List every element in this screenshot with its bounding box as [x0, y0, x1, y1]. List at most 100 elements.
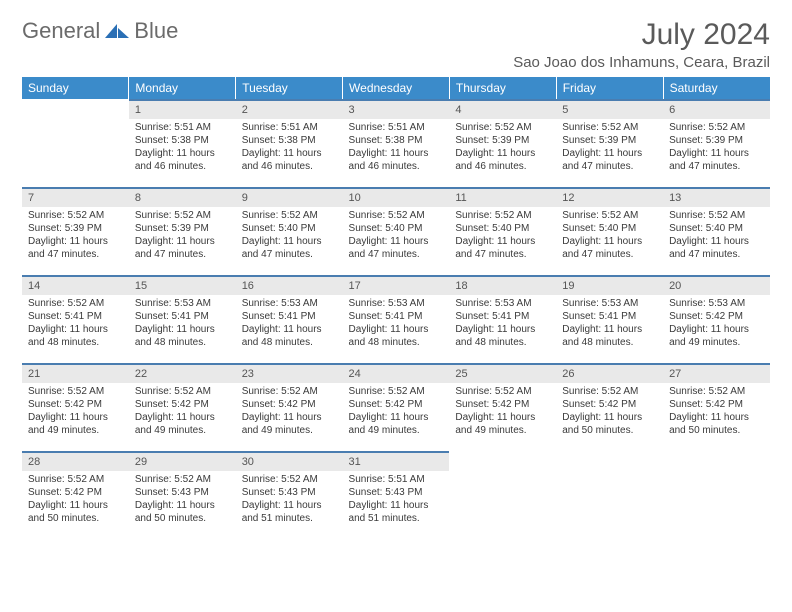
sunrise-label: Sunrise: 5:52 AM [135, 473, 230, 486]
day-number: 17 [343, 275, 450, 295]
day-number: 22 [129, 363, 236, 383]
daylight-label: Daylight: 11 hours and 46 minutes. [349, 147, 444, 173]
sail-icon [103, 22, 131, 40]
sunrise-label: Sunrise: 5:52 AM [349, 209, 444, 222]
daylight-label: Daylight: 11 hours and 48 minutes. [135, 323, 230, 349]
sunrise-label: Sunrise: 5:53 AM [455, 297, 550, 310]
day-body: Sunrise: 5:52 AMSunset: 5:43 PMDaylight:… [129, 471, 236, 527]
daylight-label: Daylight: 11 hours and 49 minutes. [28, 411, 123, 437]
weekday-header: Saturday [663, 77, 770, 99]
sunrise-label: Sunrise: 5:52 AM [562, 121, 657, 134]
calendar-cell: 19Sunrise: 5:53 AMSunset: 5:41 PMDayligh… [556, 275, 663, 363]
day-number: 26 [556, 363, 663, 383]
day-number: 2 [236, 99, 343, 119]
sunrise-label: Sunrise: 5:51 AM [135, 121, 230, 134]
calendar-cell: 23Sunrise: 5:52 AMSunset: 5:42 PMDayligh… [236, 363, 343, 451]
day-body: Sunrise: 5:51 AMSunset: 5:43 PMDaylight:… [343, 471, 450, 527]
daylight-label: Daylight: 11 hours and 49 minutes. [669, 323, 764, 349]
day-body: Sunrise: 5:52 AMSunset: 5:42 PMDaylight:… [343, 383, 450, 439]
daylight-label: Daylight: 11 hours and 46 minutes. [455, 147, 550, 173]
calendar-cell: 13Sunrise: 5:52 AMSunset: 5:40 PMDayligh… [663, 187, 770, 275]
sunrise-label: Sunrise: 5:51 AM [242, 121, 337, 134]
weekday-header: Monday [129, 77, 236, 99]
day-body: Sunrise: 5:51 AMSunset: 5:38 PMDaylight:… [236, 119, 343, 175]
calendar-cell: 6Sunrise: 5:52 AMSunset: 5:39 PMDaylight… [663, 99, 770, 187]
brand-logo: General Blue [22, 18, 178, 44]
day-number: 6 [663, 99, 770, 119]
sunset-label: Sunset: 5:39 PM [135, 222, 230, 235]
calendar-cell: 3Sunrise: 5:51 AMSunset: 5:38 PMDaylight… [343, 99, 450, 187]
sunset-label: Sunset: 5:39 PM [455, 134, 550, 147]
title-block: July 2024 Sao Joao dos Inhamuns, Ceara, … [513, 18, 770, 71]
daylight-label: Daylight: 11 hours and 48 minutes. [562, 323, 657, 349]
daylight-label: Daylight: 11 hours and 48 minutes. [242, 323, 337, 349]
day-number: 24 [343, 363, 450, 383]
day-body: Sunrise: 5:52 AMSunset: 5:40 PMDaylight:… [343, 207, 450, 263]
sunset-label: Sunset: 5:39 PM [28, 222, 123, 235]
daylight-label: Daylight: 11 hours and 51 minutes. [242, 499, 337, 525]
day-number: 10 [343, 187, 450, 207]
day-number: 13 [663, 187, 770, 207]
day-body: Sunrise: 5:52 AMSunset: 5:42 PMDaylight:… [449, 383, 556, 439]
day-number: 31 [343, 451, 450, 471]
sunset-label: Sunset: 5:41 PM [455, 310, 550, 323]
sunset-label: Sunset: 5:41 PM [562, 310, 657, 323]
daylight-label: Daylight: 11 hours and 47 minutes. [28, 235, 123, 261]
day-body: Sunrise: 5:52 AMSunset: 5:42 PMDaylight:… [663, 383, 770, 439]
sunset-label: Sunset: 5:42 PM [135, 398, 230, 411]
calendar-cell: 28Sunrise: 5:52 AMSunset: 5:42 PMDayligh… [22, 451, 129, 539]
day-number: 11 [449, 187, 556, 207]
day-body: Sunrise: 5:52 AMSunset: 5:39 PMDaylight:… [22, 207, 129, 263]
day-number: 3 [343, 99, 450, 119]
sunrise-label: Sunrise: 5:52 AM [669, 209, 764, 222]
calendar-cell: 25Sunrise: 5:52 AMSunset: 5:42 PMDayligh… [449, 363, 556, 451]
sunset-label: Sunset: 5:40 PM [562, 222, 657, 235]
sunrise-label: Sunrise: 5:52 AM [349, 385, 444, 398]
day-number: 20 [663, 275, 770, 295]
calendar-cell: 31Sunrise: 5:51 AMSunset: 5:43 PMDayligh… [343, 451, 450, 539]
daylight-label: Daylight: 11 hours and 47 minutes. [242, 235, 337, 261]
day-body: Sunrise: 5:53 AMSunset: 5:41 PMDaylight:… [236, 295, 343, 351]
sunset-label: Sunset: 5:38 PM [135, 134, 230, 147]
daylight-label: Daylight: 11 hours and 48 minutes. [349, 323, 444, 349]
sunrise-label: Sunrise: 5:53 AM [242, 297, 337, 310]
day-number: 9 [236, 187, 343, 207]
sunrise-label: Sunrise: 5:52 AM [562, 209, 657, 222]
calendar-cell: 1Sunrise: 5:51 AMSunset: 5:38 PMDaylight… [129, 99, 236, 187]
calendar-cell: 26Sunrise: 5:52 AMSunset: 5:42 PMDayligh… [556, 363, 663, 451]
day-body: Sunrise: 5:53 AMSunset: 5:41 PMDaylight:… [129, 295, 236, 351]
sunset-label: Sunset: 5:42 PM [242, 398, 337, 411]
day-number: 7 [22, 187, 129, 207]
sunset-label: Sunset: 5:40 PM [242, 222, 337, 235]
day-number: 8 [129, 187, 236, 207]
calendar-cell: 12Sunrise: 5:52 AMSunset: 5:40 PMDayligh… [556, 187, 663, 275]
sunset-label: Sunset: 5:41 PM [349, 310, 444, 323]
page-title: July 2024 [513, 18, 770, 52]
calendar-cell: 20Sunrise: 5:53 AMSunset: 5:42 PMDayligh… [663, 275, 770, 363]
sunset-label: Sunset: 5:38 PM [349, 134, 444, 147]
sunrise-label: Sunrise: 5:52 AM [28, 297, 123, 310]
day-body: Sunrise: 5:52 AMSunset: 5:39 PMDaylight:… [556, 119, 663, 175]
sunset-label: Sunset: 5:42 PM [28, 398, 123, 411]
sunrise-label: Sunrise: 5:52 AM [242, 385, 337, 398]
sunrise-label: Sunrise: 5:52 AM [242, 473, 337, 486]
day-number: 16 [236, 275, 343, 295]
day-number: 18 [449, 275, 556, 295]
daylight-label: Daylight: 11 hours and 47 minutes. [135, 235, 230, 261]
sunset-label: Sunset: 5:43 PM [135, 486, 230, 499]
day-number: 28 [22, 451, 129, 471]
daylight-label: Daylight: 11 hours and 46 minutes. [242, 147, 337, 173]
calendar-row: 7Sunrise: 5:52 AMSunset: 5:39 PMDaylight… [22, 187, 770, 275]
day-body: Sunrise: 5:53 AMSunset: 5:41 PMDaylight:… [343, 295, 450, 351]
weekday-header: Thursday [449, 77, 556, 99]
daylight-label: Daylight: 11 hours and 50 minutes. [135, 499, 230, 525]
sunset-label: Sunset: 5:42 PM [28, 486, 123, 499]
sunrise-label: Sunrise: 5:52 AM [28, 473, 123, 486]
brand-word1: General [22, 18, 100, 44]
daylight-label: Daylight: 11 hours and 50 minutes. [562, 411, 657, 437]
calendar-cell: 5Sunrise: 5:52 AMSunset: 5:39 PMDaylight… [556, 99, 663, 187]
day-body: Sunrise: 5:52 AMSunset: 5:39 PMDaylight:… [129, 207, 236, 263]
day-number: 14 [22, 275, 129, 295]
sunset-label: Sunset: 5:42 PM [562, 398, 657, 411]
sunset-label: Sunset: 5:42 PM [455, 398, 550, 411]
